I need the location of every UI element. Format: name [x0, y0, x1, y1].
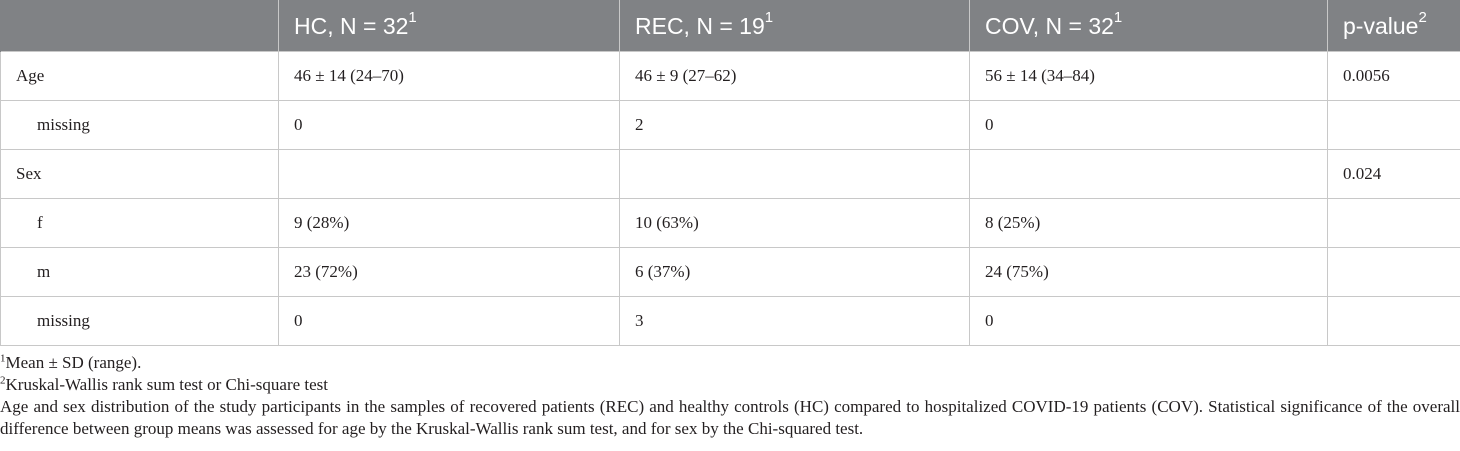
footnote-2: 2Kruskal-Wallis rank sum test or Chi-squ… — [0, 374, 1460, 396]
table-row-sex-missing: missing 0 3 0 — [0, 296, 1460, 346]
cell-cov: 56 ± 14 (34–84) — [969, 51, 1328, 101]
cell-hc: 46 ± 14 (24–70) — [278, 51, 620, 101]
footnote-marker: 2 — [0, 374, 6, 387]
table-row-age: Age 46 ± 14 (24–70) 46 ± 9 (27–62) 56 ± … — [0, 51, 1460, 101]
table-header: HC, N = 321 REC, N = 191 COV, N = 321 p-… — [0, 0, 1460, 52]
header-cell-p-value: p-value2 — [1327, 0, 1460, 52]
header-cell-rec: REC, N = 191 — [619, 0, 970, 52]
row-label: m — [0, 247, 279, 297]
footnote-1: 1Mean ± SD (range). — [0, 352, 1460, 374]
footnote-marker: 1 — [0, 352, 6, 365]
footnote-marker: 1 — [764, 8, 774, 26]
row-label: Sex — [0, 149, 279, 199]
table-body: Age 46 ± 14 (24–70) 46 ± 9 (27–62) 56 ± … — [0, 51, 1460, 346]
cell-rec: 10 (63%) — [619, 198, 970, 248]
row-label: Age — [0, 51, 279, 101]
footnote-marker: 1 — [408, 8, 417, 26]
row-label: missing — [0, 296, 279, 346]
row-label: f — [0, 198, 279, 248]
cell-cov: 8 (25%) — [969, 198, 1328, 248]
cell-rec: 46 ± 9 (27–62) — [619, 51, 970, 101]
cell-p-value — [1327, 198, 1460, 248]
demographics-table: HC, N = 321 REC, N = 191 COV, N = 321 p-… — [0, 0, 1460, 346]
cell-rec: 6 (37%) — [619, 247, 970, 297]
cell-hc: 9 (28%) — [278, 198, 620, 248]
table-row-age-missing: missing 0 2 0 — [0, 100, 1460, 150]
footnote-text: Mean ± SD (range). — [5, 353, 142, 372]
cell-p-value: 0.0056 — [1327, 51, 1460, 101]
footnote-marker: 2 — [1418, 8, 1427, 26]
cell-hc: 23 (72%) — [278, 247, 620, 297]
cell-rec — [619, 149, 970, 199]
table-row-sex-f: f 9 (28%) 10 (63%) 8 (25%) — [0, 198, 1460, 248]
table-footnotes: 1Mean ± SD (range). 2Kruskal-Wallis rank… — [0, 352, 1460, 440]
cell-cov: 0 — [969, 296, 1328, 346]
cell-rec: 2 — [619, 100, 970, 150]
cell-cov — [969, 149, 1328, 199]
row-label: missing — [0, 100, 279, 150]
header-row: HC, N = 321 REC, N = 191 COV, N = 321 p-… — [0, 0, 1460, 52]
cell-rec: 3 — [619, 296, 970, 346]
footnote-text: Kruskal-Wallis rank sum test or Chi-squa… — [5, 375, 329, 394]
cell-p-value — [1327, 100, 1460, 150]
table-row-sex-m: m 23 (72%) 6 (37%) 24 (75%) — [0, 247, 1460, 297]
cell-hc — [278, 149, 620, 199]
cell-cov: 0 — [969, 100, 1328, 150]
footnote-marker: 1 — [1113, 8, 1123, 26]
header-cell-blank — [0, 0, 279, 52]
cell-p-value — [1327, 247, 1460, 297]
cell-hc: 0 — [278, 100, 620, 150]
table-caption: Age and sex distribution of the study pa… — [0, 397, 1460, 438]
header-cell-cov: COV, N = 321 — [969, 0, 1328, 52]
cell-p-value — [1327, 296, 1460, 346]
table-row-sex: Sex 0.024 — [0, 149, 1460, 199]
cell-cov: 24 (75%) — [969, 247, 1328, 297]
cell-hc: 0 — [278, 296, 620, 346]
header-cell-hc: HC, N = 321 — [278, 0, 620, 52]
cell-p-value: 0.024 — [1327, 149, 1460, 199]
